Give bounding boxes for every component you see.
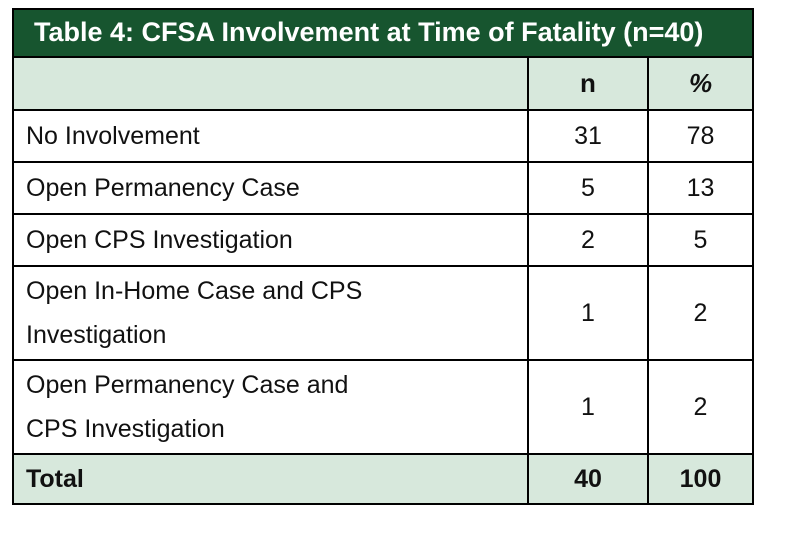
row-label: No Involvement xyxy=(12,109,529,163)
column-header-row: n % xyxy=(12,56,754,111)
table-row: Open Permanency Case and CPS Investigati… xyxy=(12,359,754,455)
row-label: Open CPS Investigation xyxy=(12,213,529,267)
row-value-percent: 2 xyxy=(647,359,754,455)
row-label: Open Permanency Case and CPS Investigati… xyxy=(12,359,529,455)
table-row: Open Permanency Case 5 13 xyxy=(12,161,754,215)
total-value-percent: 100 xyxy=(647,453,754,505)
row-value-percent: 2 xyxy=(647,265,754,361)
fatality-table-container: Table 4: CFSA Involvement at Time of Fat… xyxy=(12,8,754,505)
table-row: No Involvement 31 78 xyxy=(12,109,754,163)
cfsa-involvement-table: Table 4: CFSA Involvement at Time of Fat… xyxy=(12,8,754,505)
row-value-n: 31 xyxy=(527,109,649,163)
row-value-n: 1 xyxy=(527,265,649,361)
column-header-n: n xyxy=(527,56,649,111)
column-header-percent: % xyxy=(647,56,754,111)
row-value-n: 2 xyxy=(527,213,649,267)
row-label: Open In-Home Case and CPS Investigation xyxy=(12,265,529,361)
row-value-percent: 78 xyxy=(647,109,754,163)
table-row: Open In-Home Case and CPS Investigation … xyxy=(12,265,754,361)
row-value-percent: 5 xyxy=(647,213,754,267)
total-row: Total 40 100 xyxy=(12,453,754,505)
table-row: Open CPS Investigation 2 5 xyxy=(12,213,754,267)
column-header-category xyxy=(12,56,529,111)
row-label: Open Permanency Case xyxy=(12,161,529,215)
row-value-percent: 13 xyxy=(647,161,754,215)
table-title-row: Table 4: CFSA Involvement at Time of Fat… xyxy=(12,8,754,58)
total-label: Total xyxy=(12,453,529,505)
row-value-n: 5 xyxy=(527,161,649,215)
table-title: Table 4: CFSA Involvement at Time of Fat… xyxy=(12,8,754,58)
row-value-n: 1 xyxy=(527,359,649,455)
total-value-n: 40 xyxy=(527,453,649,505)
